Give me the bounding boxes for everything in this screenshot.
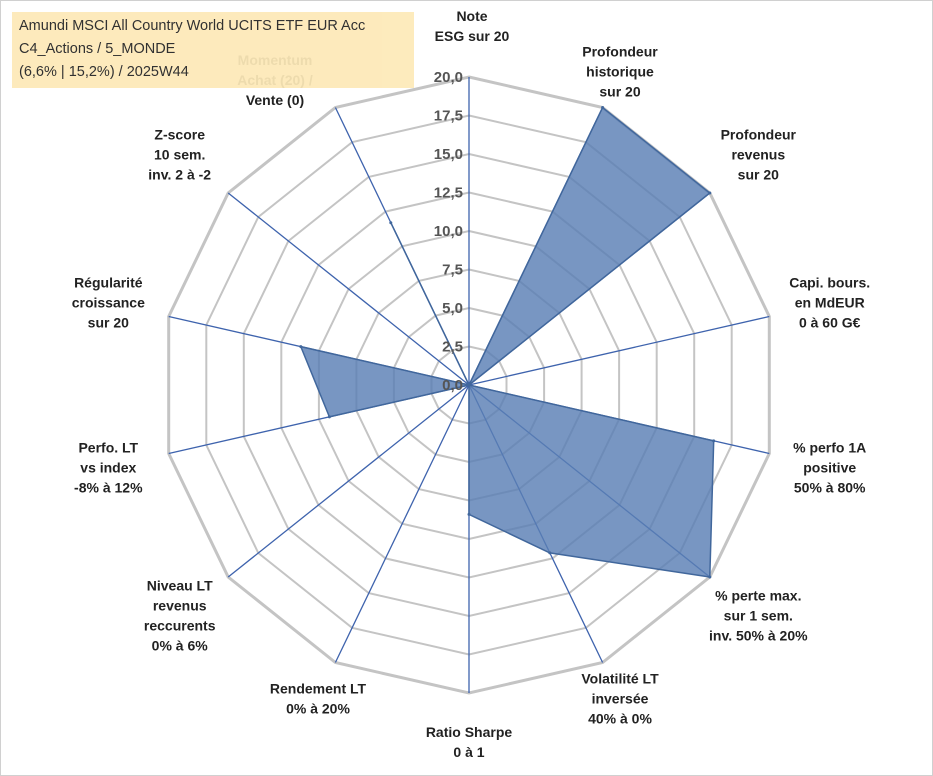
- tick-label-2: 5,0: [442, 300, 463, 317]
- axis-label-12-line-1: 10 sem.: [154, 146, 205, 162]
- tick-label-4: 10,0: [434, 223, 463, 240]
- data-point-2: [708, 191, 712, 195]
- axis-label-2-line-0: Profondeur: [721, 126, 797, 142]
- axis-label-2-line-2: sur 20: [738, 166, 779, 182]
- series-area: [299, 106, 715, 578]
- axis-spoke-3: [468, 315, 770, 386]
- data-point-11: [299, 345, 303, 349]
- data-point-4: [712, 439, 716, 443]
- data-point-1: [601, 106, 605, 109]
- data-point-10: [327, 415, 331, 419]
- axis-label-5-line-0: % perte max.: [715, 588, 801, 604]
- axis-label-6-line-0: Volatilité LT: [581, 671, 659, 687]
- axis-label-6-line-1: inversée: [592, 691, 649, 707]
- tick-label-8: 20,0: [434, 69, 463, 86]
- axis-label-9-line-3: 0% à 6%: [152, 638, 209, 654]
- axis-label-0-line-0: Note: [456, 8, 487, 24]
- data-point-12: [467, 383, 471, 387]
- axis-label-4-line-0: % perfo 1A: [793, 439, 866, 455]
- tick-label-7: 17,5: [434, 108, 463, 125]
- data-series: [299, 106, 716, 579]
- axis-label-12-line-2: inv. 2 à -2: [148, 166, 211, 182]
- axis-label-9-line-0: Niveau LT: [147, 578, 213, 594]
- data-point-5: [708, 575, 712, 579]
- axis-label-1-line-2: sur 20: [599, 84, 640, 100]
- axis-label-3-line-0: Capi. bours.: [789, 275, 870, 291]
- tick-label-3: 7,5: [442, 262, 463, 279]
- axis-label-11-line-1: croissance: [72, 295, 145, 311]
- data-point-7: [467, 512, 471, 516]
- axis-label-10-line-1: vs index: [80, 459, 136, 475]
- tick-label-6: 15,0: [434, 146, 463, 163]
- axis-label-11-line-0: Régularité: [74, 275, 143, 291]
- axis-label-3-line-2: 0 à 60 G€: [799, 315, 861, 331]
- title-line-2: C4_Actions / 5_MONDE: [19, 41, 176, 57]
- data-point-13: [389, 221, 393, 225]
- axis-label-10-line-2: -8% à 12%: [74, 479, 143, 495]
- tick-label-0: 0,0: [442, 377, 463, 394]
- axis-label-8-line-1: 0% à 20%: [286, 701, 350, 717]
- axis-label-8-line-0: Rendement LT: [270, 681, 367, 697]
- axis-label-2-line-1: revenus: [731, 146, 785, 162]
- axis-label-6-line-2: 40% à 0%: [588, 711, 652, 727]
- axis-label-1-line-0: Profondeur: [582, 44, 658, 60]
- title-line-3: (6,6% | 15,2%) / 2025W44: [19, 64, 189, 80]
- axis-labels: Note ESG sur 20 Profondeur historique sur 20…: [72, 8, 870, 760]
- tick-label-1: 2,5: [442, 339, 463, 356]
- axis-label-9-line-1: revenus: [153, 598, 207, 614]
- axis-label-3-line-1: en MdEUR: [795, 295, 865, 311]
- axis-label-11-line-2: sur 20: [88, 315, 129, 331]
- axis-label-4-line-1: positive: [803, 459, 856, 475]
- axis-label-10-line-0: Perfo. LT: [78, 439, 138, 455]
- chart-title-box: Amundi MSCI All Country World UCITS ETF …: [12, 12, 414, 88]
- axis-label-7-line-0: Ratio Sharpe: [426, 724, 513, 740]
- axis-label-7-line-1: 0 à 1: [453, 744, 484, 760]
- axis-label-13-line-2: Vente (0): [246, 92, 304, 108]
- tick-label-5: 12,5: [434, 185, 463, 202]
- axis-spoke-12: [227, 192, 470, 386]
- axis-label-5-line-2: inv. 50% à 20%: [709, 628, 808, 644]
- tick-labels: 0,0 2,5 5,0 7,5 10,0 12,5 15,0 17,5 20,0: [434, 69, 463, 394]
- axis-label-1-line-1: historique: [586, 64, 654, 80]
- axis-label-5-line-1: sur 1 sem.: [724, 608, 793, 624]
- axis-label-0-line-1: ESG sur 20: [435, 28, 510, 44]
- axis-label-9-line-2: reccurents: [144, 618, 216, 634]
- axis-label-12-line-0: Z-score: [154, 126, 205, 142]
- axis-label-4-line-2: 50% à 80%: [794, 479, 866, 495]
- title-line-1: Amundi MSCI All Country World UCITS ETF …: [19, 18, 366, 34]
- axis-spoke-9: [227, 384, 470, 578]
- axis-spoke-8: [334, 384, 470, 663]
- data-point-6: [548, 551, 552, 555]
